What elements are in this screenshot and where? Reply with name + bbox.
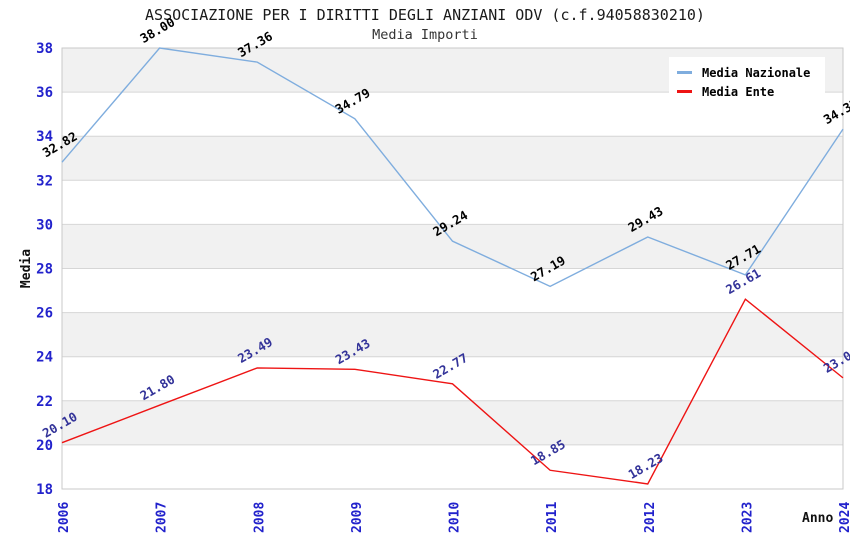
svg-text:2010: 2010 — [448, 502, 463, 533]
svg-text:2006: 2006 — [57, 502, 72, 533]
svg-text:32: 32 — [36, 173, 53, 189]
svg-text:36: 36 — [36, 85, 53, 101]
svg-text:2011: 2011 — [545, 502, 560, 533]
svg-text:28: 28 — [36, 262, 53, 278]
legend-line-swatch-red — [677, 90, 692, 93]
svg-text:20: 20 — [36, 438, 53, 454]
svg-text:2023: 2023 — [740, 502, 755, 533]
chart-subtitle: Media Importi — [372, 27, 478, 43]
legend-label: Media Nazionale — [702, 65, 811, 80]
series-line-media-nazionale — [61, 47, 844, 288]
svg-text:30: 30 — [36, 217, 53, 233]
y-axis-ticks: 18 20 22 24 26 28 30 32 34 36 38 — [36, 41, 53, 498]
chart-title: ASSOCIAZIONE PER I DIRITTI DEGLI ANZIANI… — [145, 6, 705, 24]
svg-text:26: 26 — [36, 306, 53, 322]
legend-item-media-nazionale: Media Nazionale — [677, 63, 819, 82]
svg-text:2008: 2008 — [252, 502, 267, 533]
legend-item-media-ente: Media Ente — [677, 82, 819, 101]
legend-label: Media Ente — [702, 84, 775, 99]
svg-text:2024: 2024 — [838, 502, 850, 533]
svg-text:2009: 2009 — [350, 502, 365, 533]
svg-text:18: 18 — [36, 482, 53, 498]
legend-line-swatch-blue — [677, 71, 692, 74]
svg-text:2007: 2007 — [155, 502, 170, 533]
y-axis-title: Media — [19, 249, 34, 288]
x-axis-ticks: 2006 2007 2008 2009 2010 2011 2012 2023 2024 — [57, 502, 850, 533]
svg-text:24: 24 — [36, 350, 53, 366]
plot-border — [61, 47, 844, 490]
x-axis-title: Anno — [802, 511, 834, 526]
series-line-media-ente — [61, 298, 844, 485]
svg-text:22: 22 — [36, 394, 53, 410]
svg-text:34: 34 — [36, 129, 53, 145]
svg-text:38: 38 — [36, 41, 53, 57]
svg-text:38.00: 38.00 — [137, 14, 177, 46]
svg-text:2012: 2012 — [643, 502, 658, 533]
legend-box: Media Nazionale Media Ente — [669, 57, 825, 106]
